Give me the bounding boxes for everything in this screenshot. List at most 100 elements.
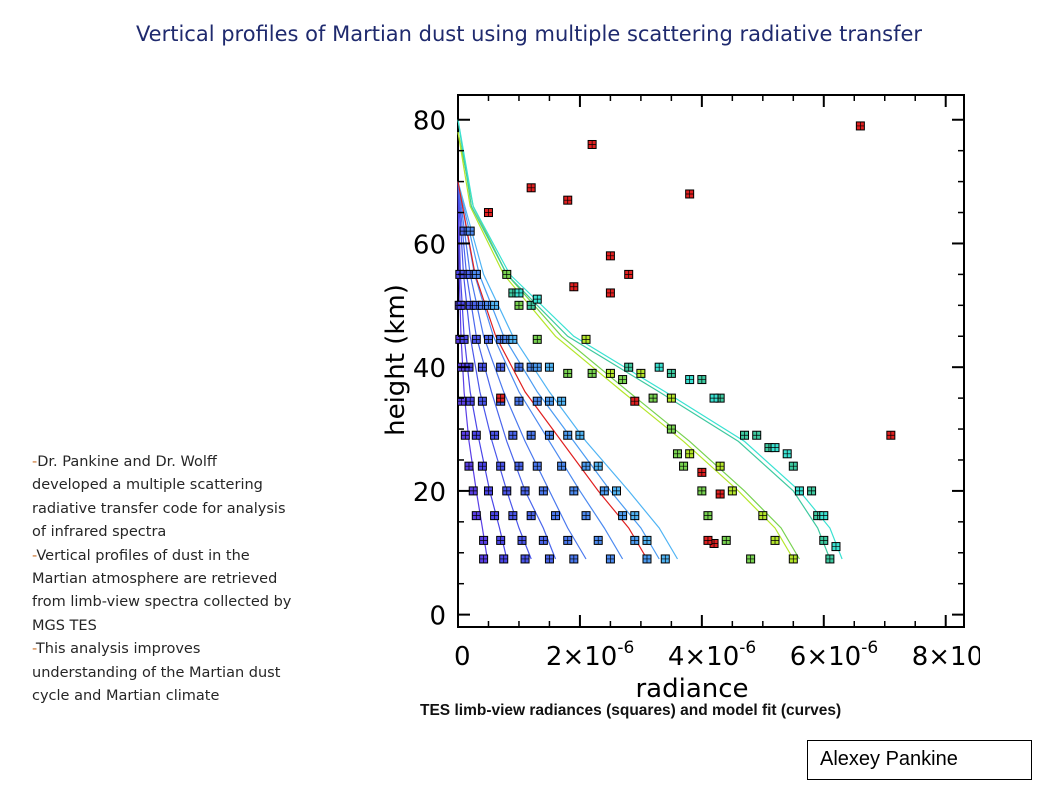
data-point [599,486,609,496]
data-point [517,535,527,545]
data-point [538,486,548,496]
fit-curve [457,181,557,560]
data-point [746,554,756,564]
data-point [526,183,536,193]
data-point [514,288,524,298]
data-point [477,362,487,372]
data-point [788,554,798,564]
data-point [544,554,554,564]
data-point [538,535,548,545]
data-point [855,121,865,131]
data-point [618,375,628,385]
y-tick-label: 0 [429,602,446,632]
x-tick-label: 0 [454,642,471,672]
data-point [490,511,500,521]
data-point [532,461,542,471]
data-point [666,368,676,378]
y-tick-label: 40 [413,354,446,384]
data-point [569,554,579,564]
plot-frame [457,94,965,628]
x-tick-exponent: -6 [861,638,878,658]
fit-curve [457,119,831,560]
data-point [770,443,780,453]
y-axis-label: height (km) [381,284,411,436]
data-point [460,430,470,440]
data-point [532,294,542,304]
bullet-marker: - [32,454,38,470]
data-point [544,362,554,372]
data-point [679,461,689,471]
data-point [483,486,493,496]
data-point [819,511,829,521]
data-point [483,208,493,218]
data-point [471,334,481,344]
data-point [630,396,640,406]
data-point [831,542,841,552]
data-point [457,396,467,406]
data-point [551,511,561,521]
fit-curve [457,181,648,560]
data-point [697,375,707,385]
data-point [459,334,469,344]
data-point [825,554,835,564]
data-point [605,368,615,378]
bullet-item: -Vertical profiles of dust in the Martia… [32,545,294,639]
x-tick-exponent: -6 [617,638,634,658]
fit-curve [457,181,532,560]
data-point [544,396,554,406]
data-point [557,461,567,471]
fit-curve [457,181,624,560]
author-box: Alexey Pankine [807,740,1032,780]
data-point [636,368,646,378]
data-point [697,486,707,496]
data-point [624,362,634,372]
data-point [807,486,817,496]
bullet-list: -Dr. Pankine and Dr. Wolff developed a m… [32,451,294,708]
data-point [788,461,798,471]
data-point [483,334,493,344]
data-point [465,226,475,236]
y-tick-label: 80 [413,107,446,137]
data-point [721,535,731,545]
data-point [508,430,518,440]
data-point [587,368,597,378]
data-point [648,393,658,403]
data-point [563,195,573,205]
data-point [532,362,542,372]
data-point [532,334,542,344]
data-point [593,535,603,545]
data-point [575,430,585,440]
data-points [454,121,1006,564]
data-point [685,189,695,199]
data-point [654,362,664,372]
data-point [770,535,780,545]
data-point [660,554,670,564]
data-point [479,535,489,545]
bullet-item: -This analysis improves understanding of… [32,638,294,708]
data-point [624,269,634,279]
chart-container: 0 20 40 60 80 0 2×10-6 4×10-6 6×10-6 8×10-6 radia… [370,70,1006,705]
fit-curve [457,181,587,560]
data-point [496,393,506,403]
bullet-text: This analysis improves understanding of … [32,641,281,705]
x-tick-label: 4×10-6 [668,638,756,672]
data-point [642,554,652,564]
data-point [758,511,768,521]
data-point [630,511,640,521]
data-point [593,461,603,471]
data-point [605,554,615,564]
data-point [471,511,481,521]
data-point [782,449,792,459]
axis-ticks: 0 20 40 60 80 0 2×10-6 4×10-6 6×10-6 8×10-6 [413,95,1000,672]
data-point [697,467,707,477]
fit-curve [457,131,800,560]
data-point [612,486,622,496]
data-point [727,486,737,496]
data-point [581,511,591,521]
data-point [605,251,615,261]
bullet-marker: - [32,641,36,658]
fit-curve [457,181,660,560]
data-point [557,396,567,406]
data-point [544,430,554,440]
data-point [496,535,506,545]
